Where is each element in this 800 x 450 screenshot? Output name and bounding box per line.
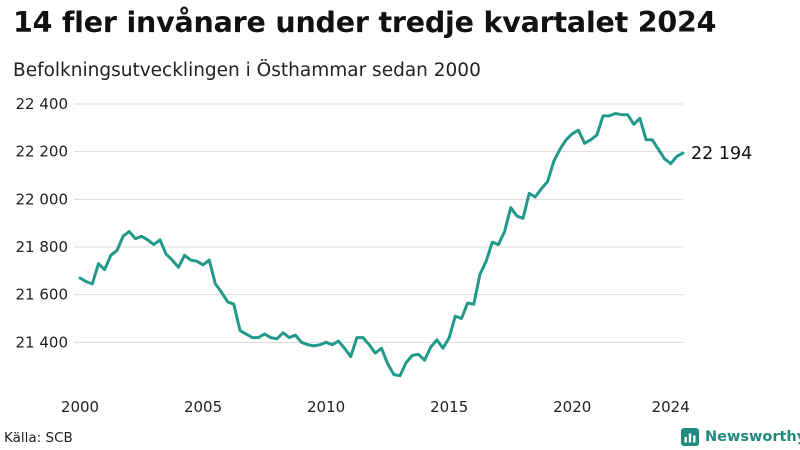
y-tick-label: 21 400 [16, 333, 69, 351]
series-line [78, 112, 685, 378]
brand-logo: Newsworthy [680, 426, 800, 448]
x-tick-label: 2020 [553, 398, 591, 416]
x-tick-label: 2005 [184, 398, 222, 416]
y-tick-label: 21 600 [16, 286, 69, 304]
newsworthy-logo-icon [681, 428, 699, 446]
x-tick-label: 2000 [61, 398, 99, 416]
y-tick-label: 22 400 [16, 95, 69, 113]
y-gridlines [74, 103, 683, 343]
last-value-label: 22 194 [691, 144, 752, 164]
y-axis-tick-labels: 21 400 21 600 21 800 22 000 22 200 22 400 [16, 95, 69, 351]
x-tick-label: 2024 [652, 398, 690, 416]
y-tick-label: 22 200 [16, 143, 69, 161]
chart-subtitle: Befolkningsutvecklingen i Östhammar seda… [13, 60, 481, 81]
chart-title: 14 fler invånare under tredje kvartalet … [13, 6, 717, 39]
brand-name: Newsworthy [705, 429, 800, 445]
source-note: Källa: SCB [4, 430, 73, 446]
x-tick-label: 2010 [307, 398, 345, 416]
x-axis-tick-labels: 2000 2005 2010 2015 2020 2024 [61, 398, 690, 416]
x-tick-label: 2015 [430, 398, 468, 416]
y-tick-label: 22 000 [16, 190, 69, 208]
y-tick-label: 21 800 [16, 238, 69, 256]
series-layer [78, 112, 685, 378]
